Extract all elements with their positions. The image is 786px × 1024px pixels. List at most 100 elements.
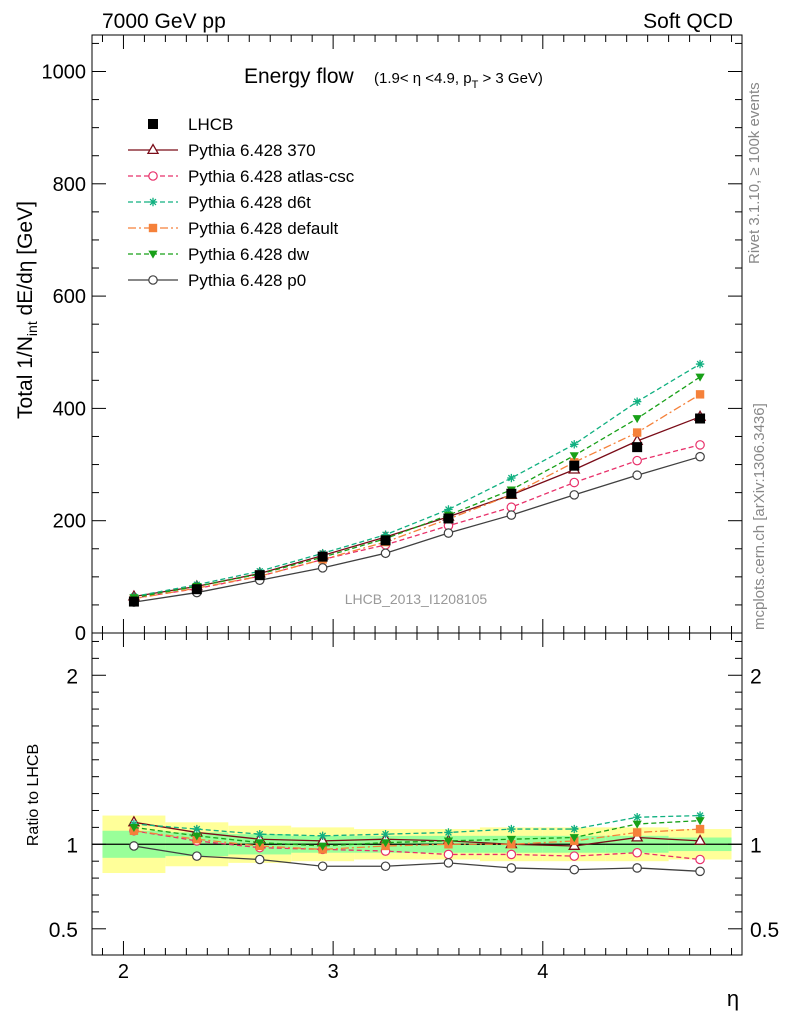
y-tick-label: 800: [53, 174, 86, 196]
ratio-frame: [91, 632, 743, 956]
legend-entry: LHCB: [148, 115, 233, 134]
data-point: [695, 390, 705, 399]
ratio-y-tick-label-right: 2: [750, 665, 762, 688]
data-point: [381, 530, 390, 539]
ratio-y-tick-label: 0.5: [49, 919, 78, 942]
legend-marker: [148, 250, 158, 259]
data-point: [569, 490, 580, 500]
data-point: [632, 455, 642, 466]
data-point: [695, 413, 706, 424]
y-tick-label: 200: [53, 511, 86, 533]
ratio-series-layer: [127, 811, 707, 877]
data-point: [632, 442, 643, 453]
ratio-y-tick-label: 2: [66, 665, 78, 688]
data-point: [506, 510, 517, 520]
legend-label: Pythia 6.428 370: [188, 141, 316, 160]
data-point: [569, 452, 579, 461]
ratio-line: [133, 845, 701, 872]
ratio-y-axis-label: Ratio to LHCB: [25, 744, 42, 846]
legend-entry: Pythia 6.428 dw: [128, 245, 310, 264]
data-point: [695, 440, 705, 450]
series-pythia-6-428-dw: [129, 373, 705, 603]
ratio-point: [695, 817, 705, 826]
ratio-point: [129, 819, 139, 829]
data-point: [443, 528, 454, 538]
y-tick-label: 600: [53, 286, 86, 308]
legend-marker: [148, 119, 158, 129]
legend-label: Pythia 6.428 dw: [188, 245, 310, 264]
y-axis-label: Total 1/Nint dE/dη [GeV]: [14, 201, 40, 419]
ratio-point: [632, 847, 642, 858]
data-point: [128, 596, 139, 607]
ratio-point: [444, 828, 453, 837]
ratio-point: [569, 864, 580, 875]
data-point: [380, 548, 391, 559]
data-point: [380, 535, 391, 546]
series-lhcb: [128, 413, 706, 607]
chart-subtitle: (1.9< η <4.9, pT > 3 GeV): [374, 70, 543, 91]
series-pythia-6-428-370: [127, 410, 707, 601]
data-point: [444, 505, 453, 514]
y-tick-label: 0: [75, 623, 86, 645]
x-axis-label: η: [727, 986, 739, 1011]
ratio-y-tick-label: 1: [66, 834, 78, 857]
rivet-label: Rivet 3.1.10, ≥ 100k events: [746, 82, 763, 264]
ratio-point: [632, 828, 642, 837]
data-point: [254, 570, 265, 581]
ratio-point: [569, 851, 580, 861]
ratio-point: [570, 824, 579, 834]
legend-entry: Pythia 6.428 d6t: [128, 193, 311, 212]
ratio-point: [318, 831, 327, 841]
series-line: [133, 393, 701, 600]
ratio-point: [507, 840, 516, 849]
ratio-series-pythia-6-428-d6t: [129, 811, 705, 841]
series-line: [133, 363, 701, 598]
series-pythia-6-428-atlas-csc: [129, 440, 705, 603]
ratio-point: [632, 813, 642, 822]
data-point: [632, 470, 642, 481]
data-point: [632, 397, 642, 406]
x-tick-label: 4: [537, 961, 548, 983]
legend-label: Pythia 6.428 p0: [188, 271, 306, 290]
ratio-point: [506, 835, 516, 844]
ratio-point: [695, 854, 705, 865]
data-point: [507, 473, 516, 483]
data-point: [695, 451, 705, 462]
ratio-point: [255, 829, 264, 839]
ratio-point: [255, 839, 265, 848]
ratio-point: [695, 824, 705, 834]
ratio-point: [695, 811, 705, 820]
series-line: [133, 416, 701, 598]
series-pythia-6-428-p0: [129, 451, 705, 607]
legend-marker: [148, 197, 158, 207]
legend-label: Pythia 6.428 d6t: [188, 193, 311, 212]
ratio-axes: 0.5 0.5 1 1 2 2 2 3 4: [49, 632, 779, 983]
data-point: [632, 428, 642, 437]
legend-label: Pythia 6.428 atlas-csc: [188, 167, 355, 186]
data-point: [191, 584, 202, 595]
ratio-point: [443, 849, 454, 860]
ratio-series-pythia-6-428-dw: [129, 817, 705, 851]
ratio-point: [318, 842, 328, 851]
data-point: [317, 551, 328, 562]
ratio-series-pythia-6-428-p0: [129, 841, 705, 877]
ratio-point: [443, 858, 454, 868]
data-point: [443, 513, 454, 524]
series-pythia-6-428-default: [129, 390, 705, 603]
legend: LHCB Pythia 6.428 370 Pythia 6.428 atlas-c…: [128, 115, 355, 290]
ratio-point: [506, 849, 517, 860]
legend-marker: [148, 171, 158, 181]
ratio-point: [129, 841, 139, 851]
data-point: [570, 440, 579, 449]
mcplots-label: mcplots.cern.ch [arXiv:1306.3436]: [751, 403, 768, 630]
y-tick-label: 1000: [42, 61, 87, 83]
ratio-point: [507, 824, 516, 834]
legend-entry: Pythia 6.428 atlas-csc: [128, 167, 355, 186]
ratio-point: [380, 839, 391, 848]
data-point: [569, 477, 580, 488]
ratio-point: [443, 837, 454, 846]
ratio-point: [317, 861, 328, 872]
ratio-point: [192, 851, 202, 861]
data-point: [506, 502, 517, 513]
